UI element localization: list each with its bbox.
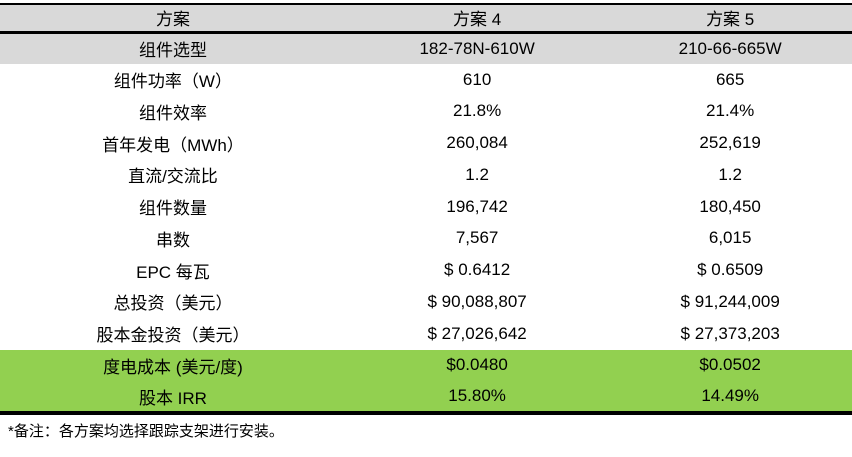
plan5-value: 210-66-665W [678,38,782,58]
plan5-value: 14.49% [701,386,759,406]
plan5-value: 252,619 [699,133,761,153]
plan5-value: $ 27,373,203 [680,323,780,343]
table-row: 度电成本 (美元/度) $0.0480 $0.0502 [0,349,852,382]
row-label: 组件功率（W） [113,72,232,92]
plan5-value: $ 0.6509 [697,260,764,280]
row-label: 股本 IRR [138,388,207,408]
column-header-plan4: 方案 4 [345,4,609,34]
row-label: 组件选型 [138,41,207,61]
table-row: 组件数量 196,742 180,450 [0,190,852,223]
plan5-value: $0.0502 [699,355,761,375]
table-row: 组件选型 182-78N-610W 210-66-665W [0,32,852,64]
plan-comparison-table: 方案 方案 4 方案 5 组件选型 182-78N-610W 210-66-665W… [0,3,852,415]
footnote: *备注：各方案均选择跟踪支架进行安装。 [8,423,284,440]
row-label: 首年发电（MWh） [102,135,244,155]
table-row: 股本金投资（美元） $ 27,026,642 $ 27,373,203 [0,317,852,350]
row-label: 度电成本 (美元/度) [103,357,243,377]
row-label: 总投资（美元） [113,294,233,314]
plan4-value: 21.8% [453,101,502,121]
row-label: 组件数量 [138,199,207,219]
plan5-value: 6,015 [708,228,752,248]
table-row: 串数 7,567 6,015 [0,222,852,255]
row-label: 串数 [155,230,190,250]
plan4-value: 15.80% [448,386,506,406]
table-row: 首年发电（MWh） 260,084 252,619 [0,127,852,159]
row-label: EPC 每瓦 [136,262,210,282]
plan4-value: 7,567 [455,228,499,248]
plan4-value: $ 0.6412 [444,260,511,280]
plan5-value: 665 [715,69,745,89]
table-row: EPC 每瓦 $ 0.6412 $ 0.6509 [0,254,852,286]
plan5-value: $ 91,244,009 [680,291,780,311]
plan5-value: 180,450 [699,196,761,216]
plan4-value: $ 27,026,642 [427,323,527,343]
table-row: 总投资（美元） $ 90,088,807 $ 91,244,009 [0,286,852,318]
plan4-value: 610 [462,69,492,89]
plan5-value: 1.2 [718,164,742,184]
table-row: 直流/交流比 1.2 1.2 [0,159,852,191]
plan4-value: $ 90,088,807 [427,291,527,311]
plan4-value: 196,742 [446,196,508,216]
plan4-value: 260,084 [446,133,508,153]
table-body: 组件选型 182-78N-610W 210-66-665W 组件功率（W） 610 665… [0,32,852,413]
table-row: 组件功率（W） 610 665 [0,63,852,96]
column-header-plan5: 方案 5 [608,4,852,34]
plan4-value: 182-78N-610W [419,38,535,58]
table-header-row: 方案 方案 4 方案 5 [0,4,852,34]
column-header-plan: 方案 [0,4,346,34]
row-label: 股本金投资（美元） [96,326,250,346]
plan4-value: 1.2 [465,164,489,184]
row-label: 直流/交流比 [128,167,218,187]
table-row: 组件效率 21.8% 21.4% [0,95,852,128]
table-row: 股本 IRR 15.80% 14.49% [0,381,852,413]
plan5-value: 21.4% [706,101,755,121]
row-label: 组件效率 [138,103,207,123]
plan4-value: $0.0480 [446,355,508,375]
